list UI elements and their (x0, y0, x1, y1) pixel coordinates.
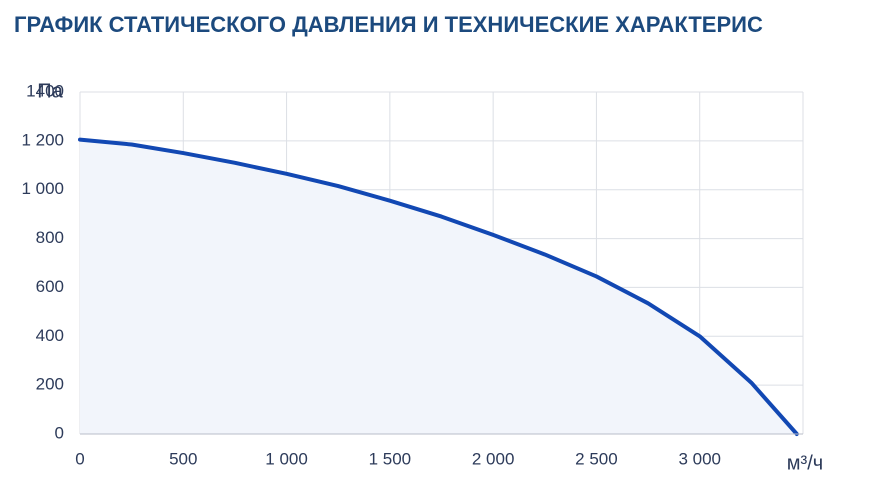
x-tick-label: 2 000 (472, 449, 515, 468)
x-tick-label: 0 (75, 449, 84, 468)
x-tick-label: 2 500 (575, 449, 618, 468)
area-fill (80, 139, 797, 434)
y-tick-label: 800 (36, 228, 64, 247)
y-tick-label: 200 (36, 375, 64, 394)
y-tick-label: 600 (36, 277, 64, 296)
curve (78, 137, 799, 436)
x-tick-label: 1 000 (265, 449, 308, 468)
x-axis-label: м³/ч (787, 452, 823, 474)
x-tick-label: 1 500 (369, 449, 412, 468)
y-tick-label: 1 200 (21, 130, 64, 149)
x-tick-label: 500 (169, 449, 197, 468)
chart-title: ГРАФИК СТАТИЧЕСКОГО ДАВЛЕНИЯ И ТЕХНИЧЕСК… (14, 12, 763, 37)
y-tick-label: 1400 (26, 81, 64, 100)
y-tick-label: 1 000 (21, 179, 64, 198)
y-tick-label: 400 (36, 326, 64, 345)
y-axis-label: Па (37, 80, 63, 102)
x-tick-label: 3 000 (678, 449, 721, 468)
y-tick-label: 0 (55, 423, 64, 442)
